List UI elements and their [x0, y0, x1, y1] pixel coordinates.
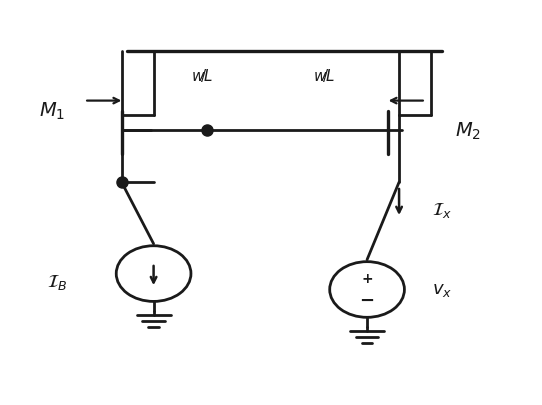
Text: $M_1$: $M_1$: [39, 100, 65, 122]
Text: $w\!/\!L$: $w\!/\!L$: [190, 66, 213, 83]
Text: −: −: [359, 291, 375, 309]
Text: $\mathcal{I}_B$: $\mathcal{I}_B$: [47, 272, 68, 291]
Text: $M_2$: $M_2$: [455, 120, 481, 142]
Text: $w\!/\!L$: $w\!/\!L$: [313, 66, 335, 83]
Text: $\mathcal{I}_x$: $\mathcal{I}_x$: [432, 201, 452, 220]
Text: +: +: [362, 271, 373, 285]
Text: $v_x$: $v_x$: [431, 281, 452, 299]
